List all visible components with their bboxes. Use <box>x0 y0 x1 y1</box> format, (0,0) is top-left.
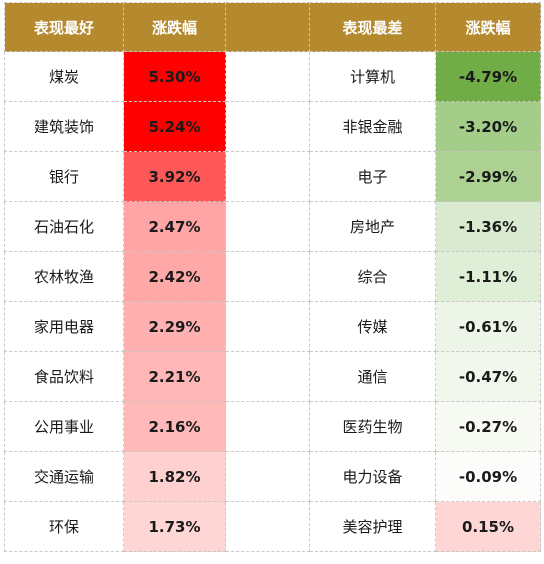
table-row: 煤炭 5.30% 计算机 -4.79% <box>4 51 541 102</box>
header-best-change: 涨跌幅 <box>123 2 226 52</box>
spacer-cell <box>225 151 310 202</box>
best-industry-change: 2.16% <box>123 401 226 452</box>
best-industry-name: 环保 <box>4 501 124 552</box>
best-industry-change: 1.73% <box>123 501 226 552</box>
table-row: 环保 1.73% 美容护理 0.15% <box>4 501 541 552</box>
table-row: 食品饮料 2.21% 通信 -0.47% <box>4 351 541 402</box>
best-industry-change: 3.92% <box>123 151 226 202</box>
worst-industry-name: 电子 <box>309 151 436 202</box>
spacer-cell <box>225 101 310 152</box>
worst-industry-change: -0.09% <box>435 451 541 502</box>
worst-industry-change: -3.20% <box>435 101 541 152</box>
worst-industry-name: 医药生物 <box>309 401 436 452</box>
worst-industry-name: 美容护理 <box>309 501 436 552</box>
worst-industry-change: -0.61% <box>435 301 541 352</box>
best-industry-change: 2.47% <box>123 201 226 252</box>
spacer-cell <box>225 251 310 302</box>
worst-industry-change: -2.99% <box>435 151 541 202</box>
table-row: 交通运输 1.82% 电力设备 -0.09% <box>4 451 541 502</box>
worst-industry-change: -1.36% <box>435 201 541 252</box>
industry-performance-table: 表现最好 涨跌幅 表现最差 涨跌幅 煤炭 5.30% 计算机 -4.79% 建筑装饰 5.… <box>4 2 541 552</box>
best-industry-change: 5.30% <box>123 51 226 102</box>
header-spacer <box>225 2 310 52</box>
best-industry-name: 食品饮料 <box>4 351 124 402</box>
header-row: 表现最好 涨跌幅 表现最差 涨跌幅 <box>4 2 541 52</box>
worst-industry-change: -0.47% <box>435 351 541 402</box>
spacer-cell <box>225 501 310 552</box>
best-industry-name: 交通运输 <box>4 451 124 502</box>
spacer-cell <box>225 201 310 252</box>
worst-industry-change: -1.11% <box>435 251 541 302</box>
worst-industry-name: 通信 <box>309 351 436 402</box>
worst-industry-name: 非银金融 <box>309 101 436 152</box>
best-industry-change: 1.82% <box>123 451 226 502</box>
spacer-cell <box>225 351 310 402</box>
worst-industry-change: -0.27% <box>435 401 541 452</box>
table-row: 银行 3.92% 电子 -2.99% <box>4 151 541 202</box>
table-row: 建筑装饰 5.24% 非银金融 -3.20% <box>4 101 541 152</box>
best-industry-name: 建筑装饰 <box>4 101 124 152</box>
header-worst: 表现最差 <box>309 2 436 52</box>
best-industry-change: 5.24% <box>123 101 226 152</box>
worst-industry-name: 计算机 <box>309 51 436 102</box>
best-industry-name: 煤炭 <box>4 51 124 102</box>
worst-industry-change: -4.79% <box>435 51 541 102</box>
worst-industry-name: 传媒 <box>309 301 436 352</box>
worst-industry-change: 0.15% <box>435 501 541 552</box>
best-industry-name: 银行 <box>4 151 124 202</box>
best-industry-name: 石油石化 <box>4 201 124 252</box>
best-industry-change: 2.42% <box>123 251 226 302</box>
table-row: 公用事业 2.16% 医药生物 -0.27% <box>4 401 541 452</box>
worst-industry-name: 综合 <box>309 251 436 302</box>
table-row: 农林牧渔 2.42% 综合 -1.11% <box>4 251 541 302</box>
best-industry-name: 公用事业 <box>4 401 124 452</box>
header-worst-change: 涨跌幅 <box>435 2 541 52</box>
best-industry-change: 2.21% <box>123 351 226 402</box>
worst-industry-name: 房地产 <box>309 201 436 252</box>
best-industry-name: 农林牧渔 <box>4 251 124 302</box>
best-industry-name: 家用电器 <box>4 301 124 352</box>
table-row: 石油石化 2.47% 房地产 -1.36% <box>4 201 541 252</box>
worst-industry-name: 电力设备 <box>309 451 436 502</box>
spacer-cell <box>225 401 310 452</box>
spacer-cell <box>225 301 310 352</box>
table-row: 家用电器 2.29% 传媒 -0.61% <box>4 301 541 352</box>
spacer-cell <box>225 51 310 102</box>
spacer-cell <box>225 451 310 502</box>
header-best: 表现最好 <box>4 2 124 52</box>
best-industry-change: 2.29% <box>123 301 226 352</box>
